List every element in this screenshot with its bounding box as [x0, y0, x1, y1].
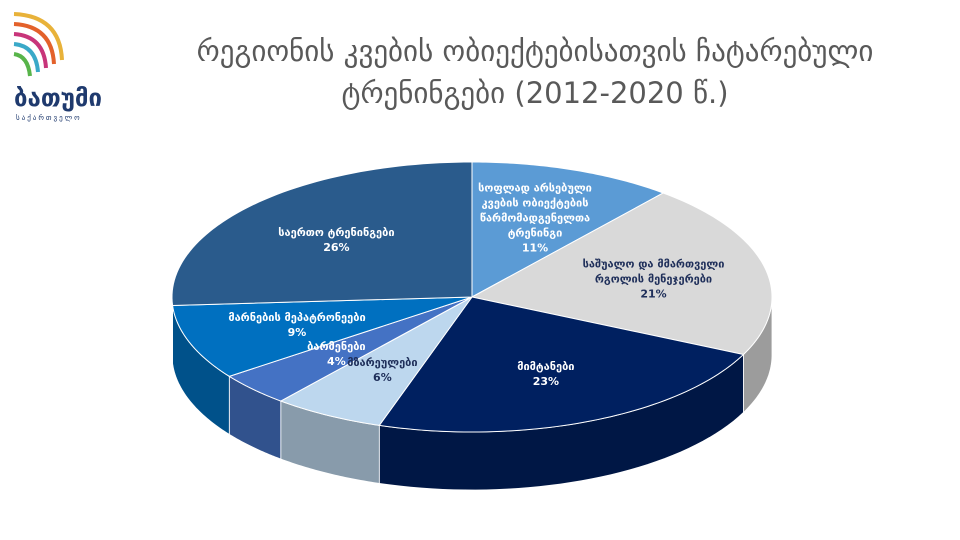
slice-category: მარნების მეპატრონეები [228, 311, 366, 325]
slice-label: საერთო ტრენინგები 26% [278, 225, 394, 255]
slice-value: 23% [532, 374, 560, 388]
slice-category: საშუალო და მმართველი რგოლის მენეჯერები [582, 257, 725, 286]
logo-name: ბათუმი [14, 84, 103, 112]
slice-value: 4% [327, 355, 346, 369]
slice-value: 21% [640, 287, 667, 301]
slice [171, 161, 473, 306]
slice-category: სოფლად არსებული კვების ობიექტების წარმომ… [478, 181, 592, 240]
slice-category: ბარმენები [307, 340, 366, 354]
slice [471, 161, 665, 298]
slice [228, 296, 473, 402]
slice-value: 9% [287, 326, 307, 340]
slice-label: საშუალო და მმართველი რგოლის მენეჯერები 21… [579, 256, 729, 301]
slice [470, 192, 773, 356]
slice [172, 296, 473, 377]
slice-label: ბარმენები 4% [307, 339, 365, 369]
logo-mark [13, 12, 64, 77]
slice-value: 6% [373, 371, 392, 385]
slice [279, 296, 473, 426]
slice-value: 11% [521, 241, 549, 255]
slice-category: მზარეულები [347, 356, 418, 370]
slice-label: მზარეულები 6% [347, 355, 417, 385]
logo-country: საქართველო [16, 114, 82, 122]
slice [378, 296, 745, 433]
slice-category: მიმტანები [517, 359, 575, 373]
slice-label: მარნების მეპატრონეები 9% [228, 310, 365, 340]
slice-label: სოფლად არსებული კვების ობიექტების წარმომ… [460, 181, 610, 256]
chart-title: რეგიონის კვების ობიექტებისათვის ჩატარებუ… [196, 34, 874, 110]
slice-value: 26% [323, 240, 350, 254]
slice-label: მიმტანები 23% [517, 359, 574, 389]
slice-category: საერთო ტრენინგები [278, 225, 395, 239]
